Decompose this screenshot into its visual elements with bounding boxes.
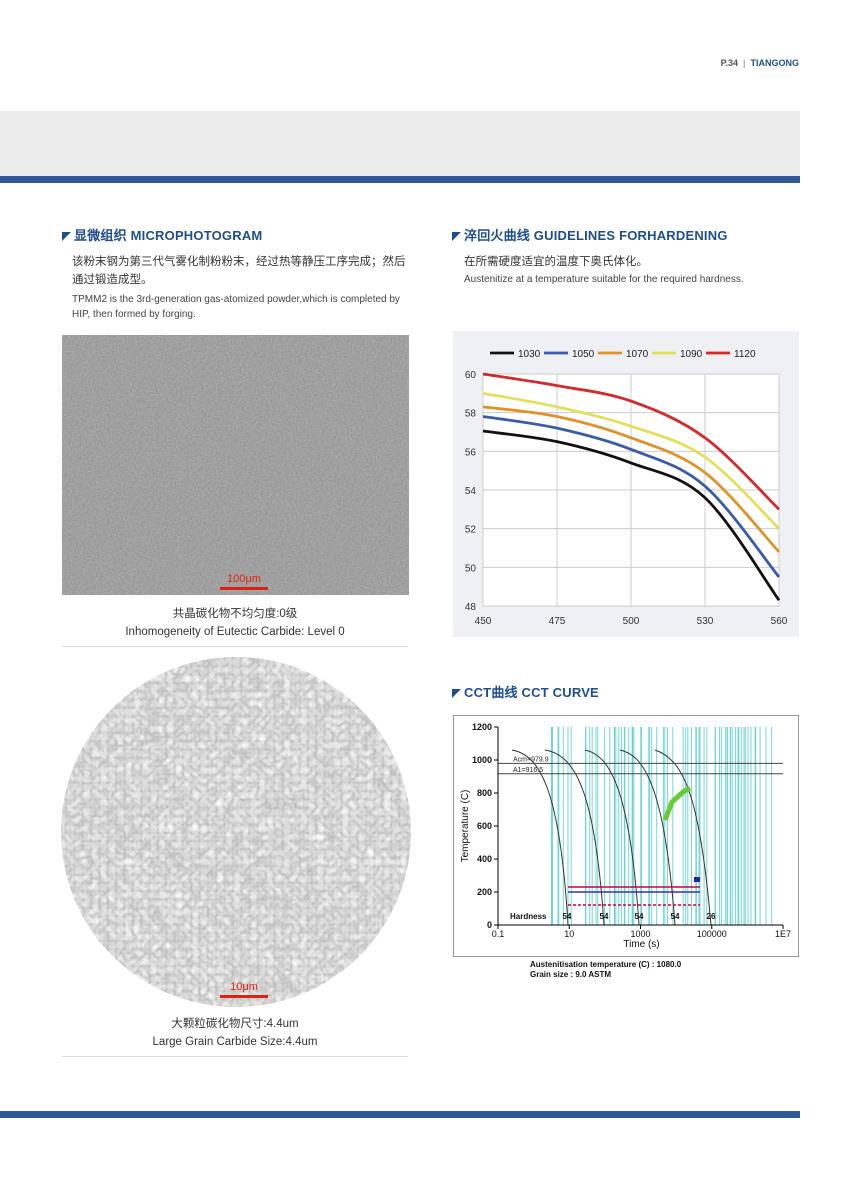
y-tick-label: 200 — [477, 887, 492, 897]
section-heading: 显微组织 MICROPHOTOGRAM — [62, 225, 262, 244]
y-tick-label: 800 — [477, 788, 492, 798]
divider — [62, 646, 408, 647]
y-tick-label: 50 — [465, 563, 477, 574]
hardness-value: 54 — [671, 912, 680, 921]
hardness-value: 54 — [600, 912, 609, 921]
scale-bar — [220, 587, 268, 590]
x-tick-label: 500 — [623, 616, 640, 627]
banner — [0, 111, 800, 176]
brand: TIANGONG — [750, 58, 800, 68]
x-tick-label: 1000 — [630, 929, 650, 939]
series-line — [482, 415, 781, 578]
x-tick-label: 560 — [771, 616, 788, 627]
cct-note: Grain size : 9.0 ASTM — [530, 970, 611, 979]
microphoto-round — [61, 657, 411, 1007]
caption-en: Inhomogeneity of Eutectic Carbide: Level… — [125, 626, 345, 638]
y-tick-label: 600 — [477, 821, 492, 831]
y-tick-label: 1000 — [472, 755, 492, 765]
caption-zh: 共晶碳化物不均匀度:0级 — [172, 608, 298, 620]
caption-en: Large Grain Carbide Size:4.4um — [152, 1036, 318, 1048]
y-tick-label: 1200 — [472, 722, 492, 732]
series-line — [482, 391, 780, 530]
text-zh: 在所需硬度适宜的温度下奥氏体化。 — [464, 256, 648, 268]
text-en: Austenitize at a temperature suitable fo… — [464, 274, 744, 285]
y-tick-label: 60 — [465, 370, 477, 381]
cct-bands — [568, 886, 700, 906]
y-tick-label: 54 — [465, 486, 477, 497]
page-header: P.34 | TIANGONG — [720, 58, 800, 68]
scale-label: 10μm — [230, 981, 258, 993]
legend-label: 1070 — [626, 349, 649, 360]
critical-label: Acm=979.9 — [513, 756, 549, 763]
critical-label: A1=916.5 — [513, 767, 543, 774]
x-tick-label: 475 — [549, 616, 566, 627]
scale-label: 100μm — [227, 573, 261, 585]
y-axis-label: Temperature (C) — [460, 790, 471, 863]
cct-note: Austenitisation temperature (C) : 1080.0 — [530, 960, 682, 969]
x-tick-label: 1E7 — [775, 929, 791, 939]
y-tick-label: 58 — [465, 409, 477, 420]
caption-zh: 大颗粒碳化物尺寸:4.4um — [171, 1018, 299, 1030]
scale-bar — [220, 995, 268, 998]
cct-marker — [694, 877, 700, 882]
y-tick-label: 52 — [465, 525, 477, 536]
page-number: P.34 — [720, 58, 738, 68]
text-zh: 该粉末钢为第三代气雾化制粉粉末，经过热等静压工序完成；然后通过锻造成型。 — [72, 256, 406, 286]
heading-text: 显微组织 MICROPHOTOGRAM — [74, 228, 263, 243]
banner-bar — [0, 176, 800, 183]
y-tick-label: 48 — [465, 602, 477, 613]
microphoto-texture — [62, 335, 409, 595]
legend-label: 1030 — [518, 349, 541, 360]
y-tick-label: 56 — [465, 447, 477, 458]
caption: 共晶碳化物不均匀度:0级 Inhomogeneity of Eutectic Ca… — [62, 605, 408, 641]
divider — [62, 1056, 408, 1057]
heading-text: 淬回火曲线 GUIDELINES FORHARDENING — [464, 228, 728, 243]
x-tick-label: 0.1 — [492, 929, 505, 939]
legend-label: 1090 — [680, 349, 703, 360]
y-tick-label: 0 — [487, 920, 492, 930]
x-tick-label: 100000 — [697, 929, 727, 939]
section-heading: CCT曲线 CCT CURVE — [452, 682, 599, 701]
series-line — [482, 405, 781, 553]
hardness-label: Hardness — [510, 912, 547, 921]
x-tick-label: 530 — [697, 616, 714, 627]
series-line — [482, 372, 780, 511]
heading-text: CCT曲线 CCT CURVE — [464, 685, 599, 700]
legend-label: 1120 — [734, 349, 756, 360]
hardness-value: 54 — [563, 912, 572, 921]
cct-curves — [511, 749, 712, 926]
footer-bar — [0, 1111, 800, 1118]
y-tick-label: 400 — [477, 854, 492, 864]
text-en: TPMM2 is the 3rd-generation gas-atomized… — [72, 294, 400, 320]
cct-ferrite — [662, 785, 692, 821]
hardness-value: 54 — [635, 912, 644, 921]
x-tick-label: 10 — [564, 929, 574, 939]
legend-label: 1050 — [572, 349, 595, 360]
caption: 大颗粒碳化物尺寸:4.4um Large Grain Carbide Size:4… — [62, 1015, 408, 1051]
x-tick-label: 450 — [475, 616, 492, 627]
hardness-value: 26 — [707, 912, 716, 921]
series-line — [482, 429, 781, 602]
section-heading: 淬回火曲线 GUIDELINES FORHARDENING — [452, 225, 728, 244]
x-axis-label: Time (s) — [623, 939, 659, 950]
